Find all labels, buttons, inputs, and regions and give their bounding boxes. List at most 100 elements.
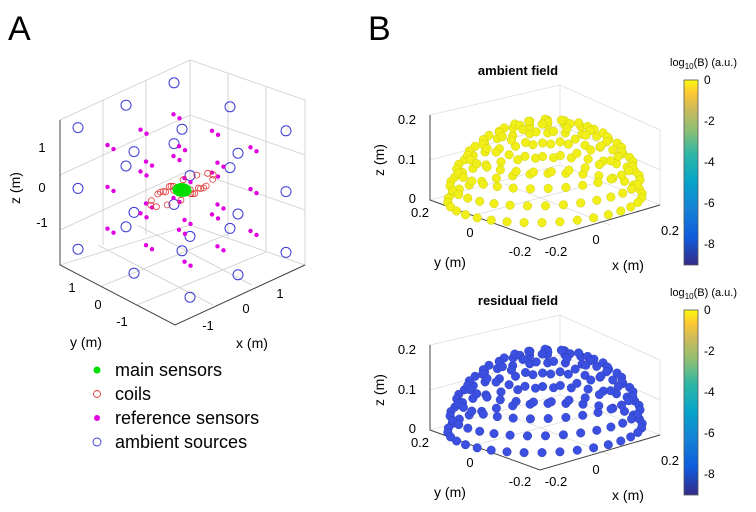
field-point	[541, 201, 551, 211]
panel-a-letter: A	[8, 10, 31, 48]
field-point	[549, 126, 559, 136]
ambient-source-point	[128, 267, 140, 279]
b-bot-x-tick-0: 0	[592, 462, 599, 477]
ambient-source-point	[224, 222, 236, 234]
a-z-tick-m1: -1	[36, 215, 48, 230]
reference-sensor-point	[215, 202, 220, 207]
coil-point	[202, 182, 210, 190]
field-point	[626, 432, 636, 442]
reference-sensor-point	[215, 160, 220, 165]
field-point	[572, 378, 582, 388]
b-bot-colorbar-label: log10(B) (a.u.)	[670, 287, 737, 301]
reference-sensor-point	[105, 226, 110, 231]
reference-sensor-point	[248, 186, 253, 192]
reference-sensors-series	[105, 112, 259, 268]
field-point	[606, 422, 616, 432]
reference-sensor-point	[177, 157, 182, 163]
field-point	[603, 440, 613, 450]
field-point	[563, 369, 573, 379]
reference-sensor-point	[138, 211, 143, 216]
field-point	[452, 436, 462, 446]
field-point	[452, 206, 462, 216]
field-point	[496, 157, 506, 167]
field-point	[572, 445, 582, 455]
field-point	[506, 365, 516, 375]
field-point	[613, 151, 623, 161]
a-y-label: y (m)	[70, 334, 102, 350]
b-top-cb-tick-0: 0	[704, 73, 711, 87]
field-point	[524, 116, 534, 126]
coil-point	[204, 169, 212, 177]
field-point	[606, 174, 616, 184]
ambient-source-point	[184, 291, 196, 303]
field-point	[538, 138, 548, 148]
b-top-cb-tick-m2: -2	[704, 114, 715, 128]
b-bot-z-tick-01: 0.1	[398, 382, 416, 397]
field-point	[613, 381, 623, 391]
reference-sensor-point	[254, 149, 259, 154]
legend-ambient-sources-marker	[92, 437, 102, 447]
b-top-x-tick-0: 0	[592, 232, 599, 247]
a-z-tick-0: 0	[38, 180, 45, 195]
field-point	[546, 397, 556, 407]
field-point	[555, 137, 565, 147]
field-point	[546, 369, 556, 379]
field-point	[537, 218, 547, 228]
field-point	[578, 410, 588, 420]
field-point	[492, 412, 502, 422]
reference-sensor-point	[143, 159, 149, 164]
field-point	[508, 413, 518, 423]
field-point	[581, 130, 591, 140]
b-top-colorbar-label: log10(B) (a.u.)	[670, 57, 737, 71]
field-point	[502, 217, 512, 227]
reference-sensor-point	[171, 112, 176, 117]
panel-a-axes: 1 0 -1 z (m) 1 0 -1 y (m) -1 0 1 x (m)	[7, 59, 306, 351]
coil-point	[197, 185, 204, 193]
field-point	[486, 445, 496, 455]
field-point	[491, 147, 501, 157]
field-point	[572, 215, 582, 225]
field-point	[482, 374, 492, 384]
coil-point	[165, 183, 173, 190]
ambient-source-point	[72, 182, 84, 194]
a-z-tick-1: 1	[38, 140, 45, 155]
b-bot-cb-tick-m2: -2	[704, 344, 715, 358]
field-point	[538, 382, 548, 392]
field-point	[576, 428, 586, 438]
b-bot-cb-tick-0: 0	[704, 303, 711, 317]
field-point	[561, 182, 571, 192]
field-point	[574, 118, 584, 128]
field-point	[461, 440, 471, 450]
field-point	[531, 127, 541, 137]
field-point	[564, 165, 574, 175]
reference-sensor-point	[105, 184, 110, 190]
field-point	[606, 192, 616, 202]
panel-b-letter: B	[368, 10, 391, 48]
ambient-source-point	[168, 138, 180, 150]
b-top-z-tick-02: 0.2	[398, 112, 416, 127]
reference-sensor-point	[188, 221, 193, 227]
b-bot-colorbar	[683, 309, 699, 496]
field-point	[617, 170, 627, 180]
panel-a-legend: main sensors coils reference sensors amb…	[92, 360, 259, 452]
b-bot-cb-tick-m4: -4	[704, 385, 715, 399]
field-point	[482, 162, 492, 172]
field-point	[555, 150, 565, 160]
ambient-source-point	[280, 125, 292, 137]
field-point	[486, 215, 496, 225]
field-point	[596, 371, 606, 381]
field-point	[505, 430, 515, 440]
ambient-source-point	[224, 101, 236, 113]
a-x-tick-1: 1	[276, 286, 283, 301]
field-point	[518, 355, 528, 365]
field-point	[556, 115, 566, 125]
b-bot-y-label: y (m)	[434, 484, 466, 500]
coil-point	[209, 171, 217, 179]
ambient-source-point	[232, 269, 244, 281]
field-point	[555, 367, 565, 377]
field-point	[570, 134, 580, 144]
ambient-source-point	[232, 208, 244, 220]
b-bot-cb-tick-m8: -8	[704, 467, 715, 481]
field-point	[475, 196, 485, 206]
legend-reference-sensors-marker	[94, 415, 100, 421]
